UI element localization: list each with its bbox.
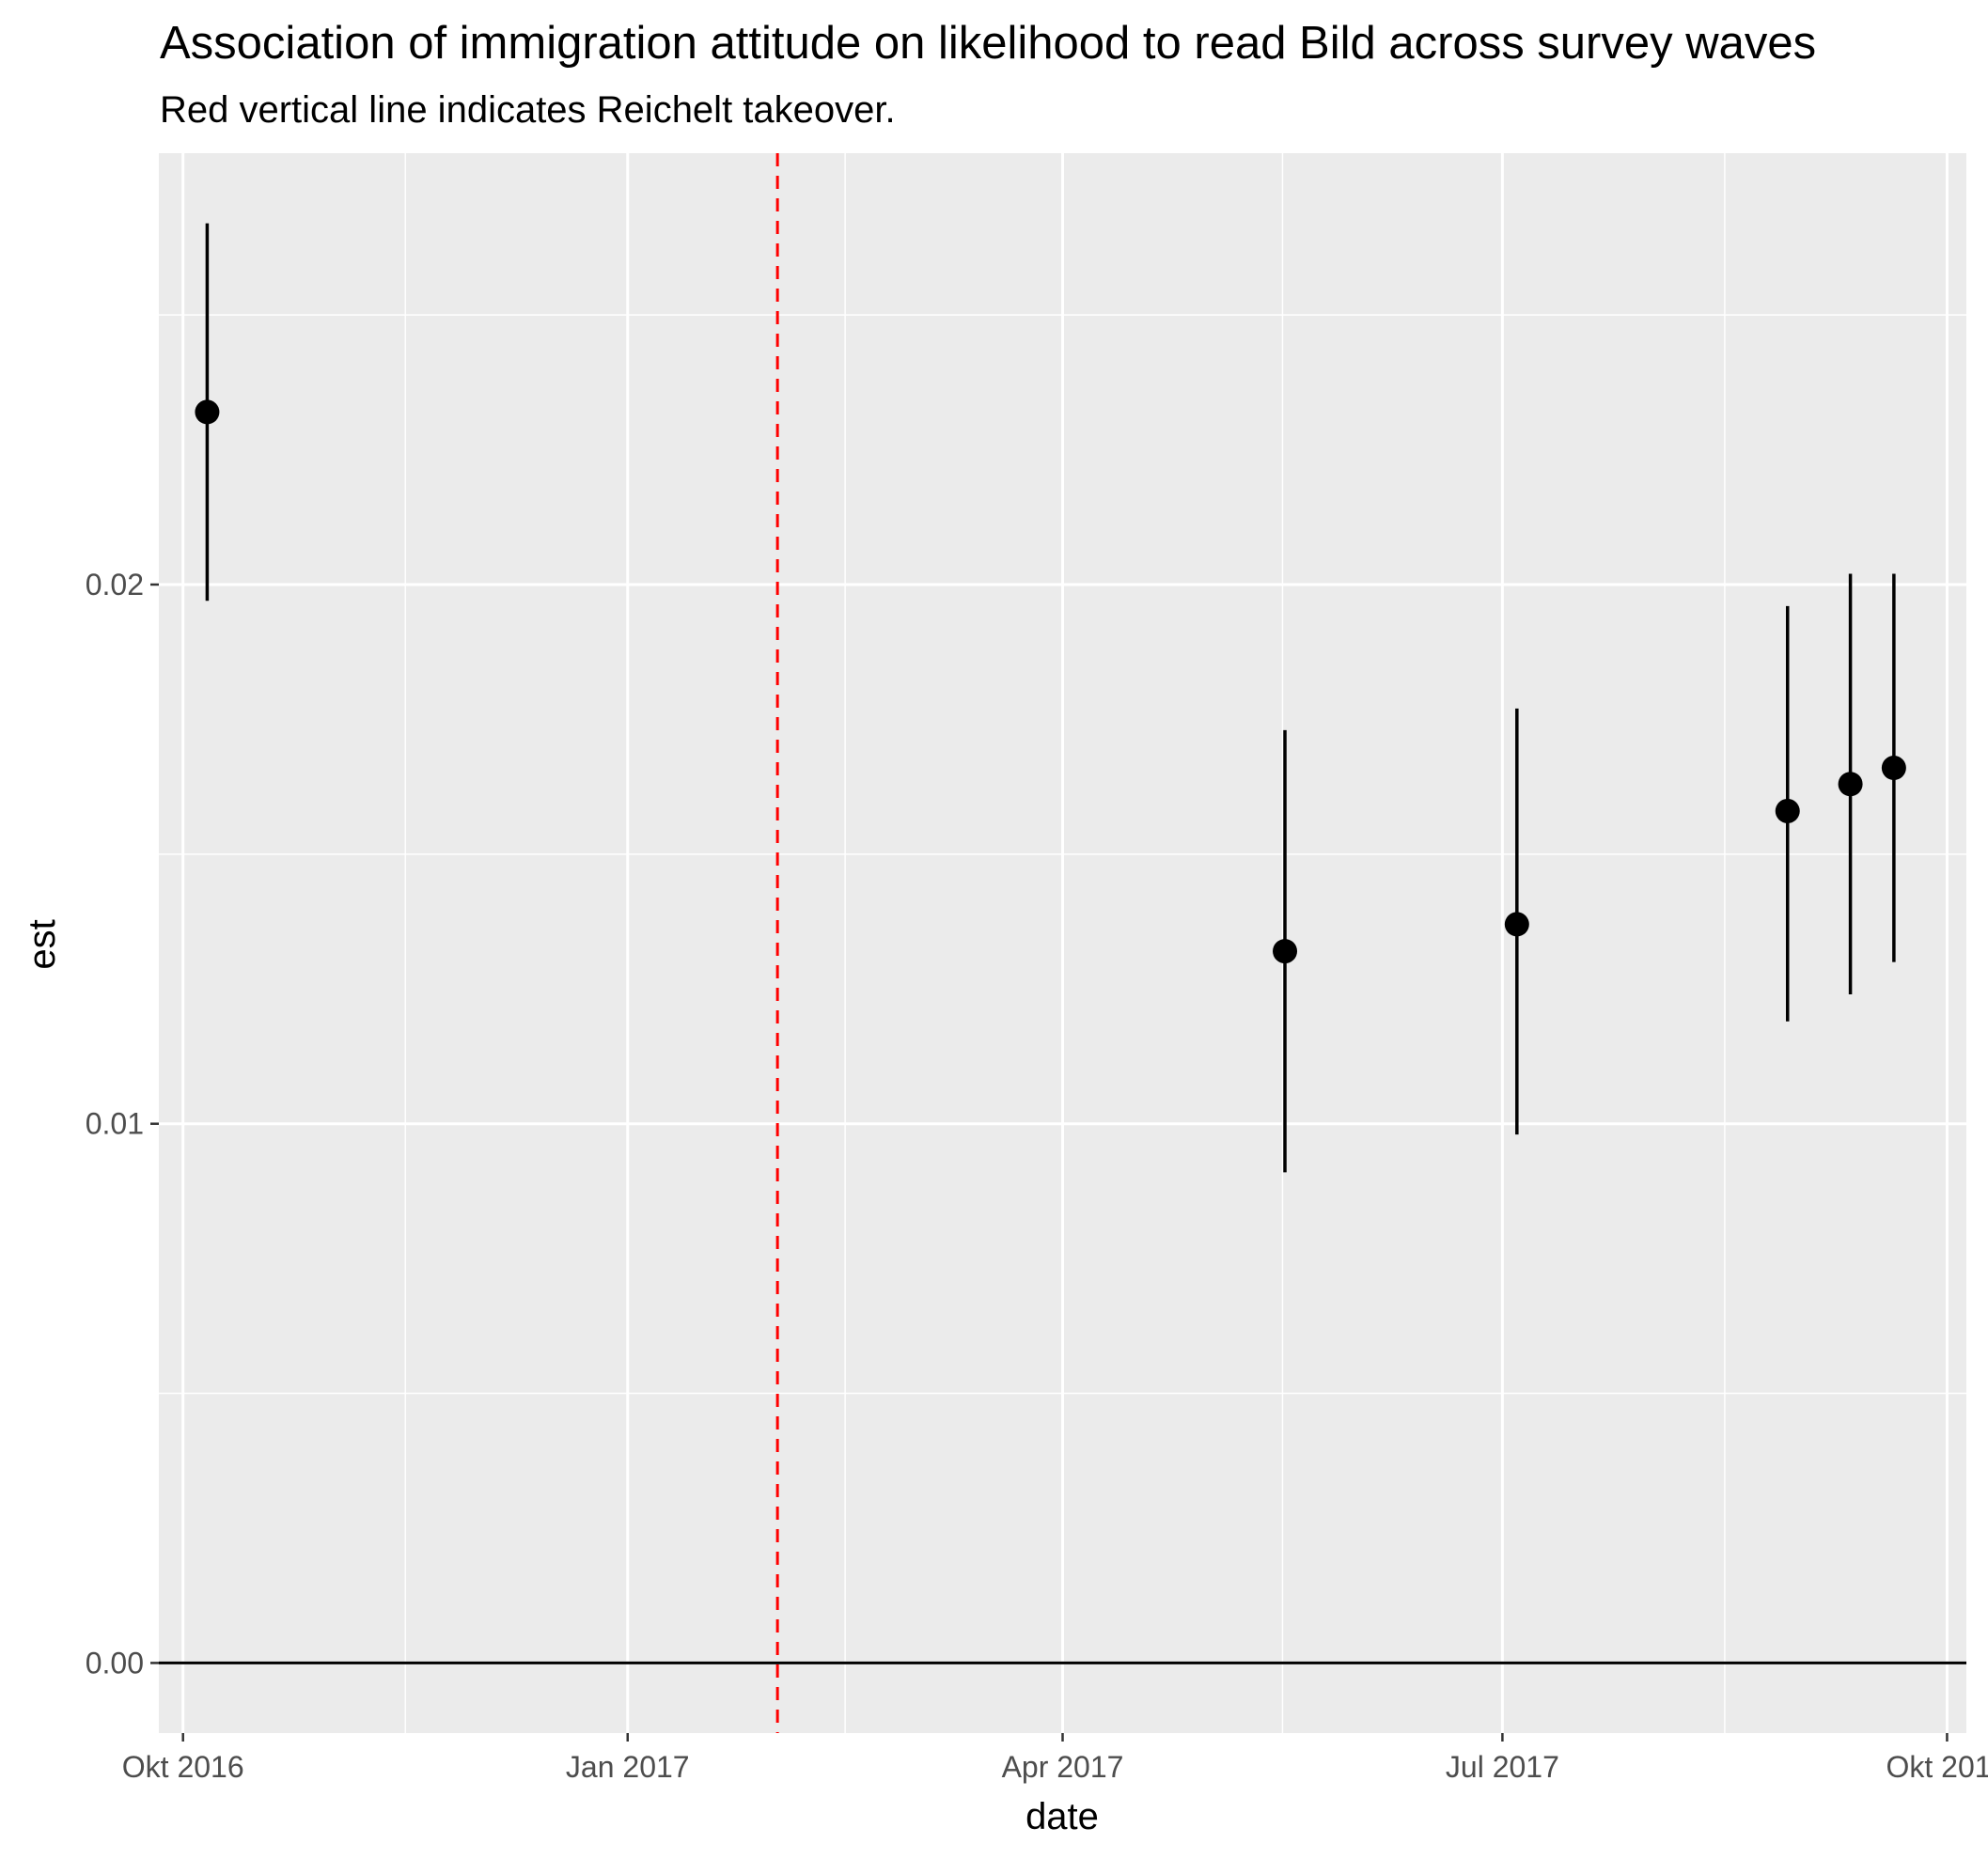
data-point: [195, 399, 220, 425]
x-tick-label: Jul 2017: [1446, 1750, 1559, 1784]
x-tick-label: Jan 2017: [566, 1750, 690, 1784]
x-axis: Okt 2016 Jan 2017 Apr 2017 Jul 2017 Okt 2017: [122, 1733, 1988, 1784]
y-axis: 0.00 0.01 0.02: [86, 568, 159, 1679]
x-tick-label: Apr 2017: [1002, 1750, 1124, 1784]
y-tick-label: 0.01: [86, 1107, 144, 1141]
y-tick-label: 0.00: [86, 1646, 144, 1679]
data-point: [1273, 939, 1298, 964]
chart-subtitle: Red vertical line indicates Reichelt tak…: [160, 89, 896, 131]
data-point: [1504, 912, 1529, 937]
y-tick-label: 0.02: [86, 568, 144, 601]
chart-title: Association of immigration attitude on l…: [160, 18, 1816, 69]
data-point: [1881, 756, 1906, 781]
x-tick-label: Okt 2016: [122, 1750, 244, 1784]
x-axis-title: date: [1025, 1796, 1099, 1837]
data-point: [1838, 772, 1863, 797]
reference-lines: [159, 153, 1966, 1733]
x-tick-label: Okt 2017: [1886, 1750, 1988, 1784]
y-axis-title: est: [22, 919, 63, 969]
data-point: [1775, 798, 1800, 823]
data-points: [195, 399, 1906, 964]
